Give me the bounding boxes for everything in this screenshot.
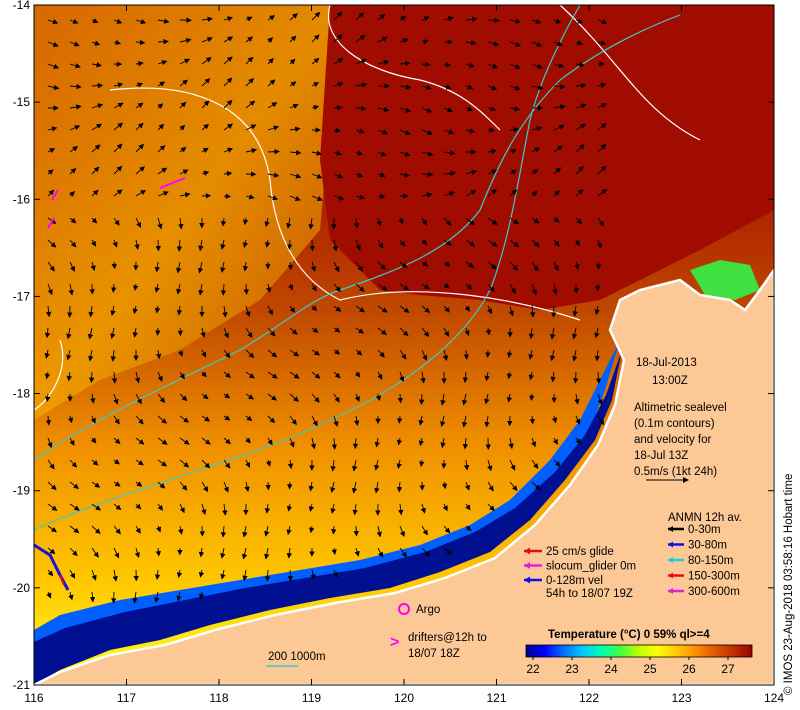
- svg-text:(0.1m contours): (0.1m contours): [634, 418, 715, 430]
- x-tick-label: 122: [579, 691, 599, 705]
- y-tick-label: -20: [13, 581, 31, 595]
- anmn-legend-item: 0-30m: [688, 524, 721, 536]
- x-tick-label: 123: [671, 691, 691, 705]
- time-label: 13:00Z: [652, 375, 688, 387]
- glider-legend-item: 25 cm/s glide: [546, 546, 614, 558]
- x-tick-label: 120: [394, 691, 414, 705]
- glider-legend: 54h to 18/07 19Z 25 cm/s glide slocum_gli…: [524, 546, 636, 600]
- svg-text:18-Jul 13Z: 18-Jul 13Z: [634, 450, 688, 462]
- coastal-green-water: [690, 260, 760, 300]
- svg-text:0.5m/s (1kt 24h): 0.5m/s (1kt 24h): [634, 466, 717, 478]
- y-tick-label: -16: [13, 192, 31, 206]
- y-tick-label: -17: [13, 289, 31, 303]
- depth-scale: 200 1000m: [266, 651, 326, 667]
- y-tick-label: -15: [13, 95, 31, 109]
- drifter-tracks: [47, 177, 186, 229]
- svg-text:18/07 18Z: 18/07 18Z: [408, 648, 460, 660]
- altimetry-note: Altimetric sealevel (0.1m contours) and …: [634, 402, 727, 483]
- cold-coastal-band: [34, 340, 620, 680]
- sealevel-contours: [33, 4, 701, 411]
- anmn-legend-item: 30-80m: [688, 540, 727, 552]
- x-tick-label: 118: [209, 691, 228, 705]
- svg-text:drifters@12h to: drifters@12h to: [408, 632, 487, 644]
- svg-text:Temperature (°C) 0 59% ql>=4: Temperature (°C) 0 59% ql>=4: [548, 629, 710, 641]
- svg-text:and velocity for: and velocity for: [634, 434, 712, 446]
- colorbar-tick: 24: [604, 662, 618, 676]
- colorbar-tick: 25: [643, 662, 657, 676]
- x-tick-label: 121: [486, 691, 506, 705]
- argo-legend: Argo: [398, 603, 440, 616]
- colorbar: Temperature (°C) 0 59% ql>=4 22 23 24 25 26 2…: [525, 629, 753, 676]
- warm-water-region: [320, 5, 774, 310]
- glider-legend-item: slocum_glider 0m: [546, 561, 636, 573]
- svg-text:ANMN 12h av.: ANMN 12h av.: [668, 512, 742, 524]
- land-mass: [33, 266, 776, 687]
- y-tick-label: -18: [13, 387, 31, 401]
- svg-text:>: >: [390, 634, 399, 651]
- anmn-legend-item: 150-300m: [688, 571, 740, 583]
- y-axis: -14 -15 -16 -17 -18 -19 -20 -21: [13, 0, 774, 692]
- y-tick-label: -21: [13, 678, 31, 692]
- anmn-legend-item: 80-150m: [688, 555, 733, 567]
- svg-text:200 1000m: 200 1000m: [268, 651, 326, 663]
- y-tick-label: -19: [13, 484, 31, 498]
- svg-text:Altimetric sealevel: Altimetric sealevel: [634, 402, 727, 414]
- colorbar-tick: 23: [565, 662, 579, 676]
- glider-track: [33, 543, 70, 591]
- drifters-legend: > drifters@12h to 18/07 18Z: [390, 632, 487, 660]
- date-label: 18-Jul-2013: [636, 357, 697, 369]
- velocity-vectors: [44, 11, 608, 604]
- colorbar-tick: 27: [721, 662, 735, 676]
- x-tick-label: 116: [24, 691, 43, 705]
- x-tick-label: 117: [117, 691, 136, 705]
- colorbar-tick: 26: [682, 662, 696, 676]
- svg-text:Argo: Argo: [416, 604, 440, 616]
- credit-label: © IMOS 23-Aug-2018 03:58:16 Hobart time: [783, 474, 795, 695]
- x-tick-label: 124: [764, 691, 784, 705]
- glider-legend-item: 0-128m vel: [546, 575, 603, 587]
- x-axis: 116 117 118 119 120 121 122 123 124: [24, 5, 784, 705]
- svg-text:54h to 18/07 19Z: 54h to 18/07 19Z: [546, 588, 633, 600]
- x-tick-label: 119: [302, 691, 321, 705]
- anmn-legend-item: 300-600m: [688, 586, 740, 598]
- northwest-water: [34, 5, 340, 420]
- anmn-legend: ANMN 12h av. 0-30m 30-80m 80-150m 150-300m 3…: [668, 512, 742, 598]
- colorbar-tick: 22: [526, 662, 540, 676]
- y-tick-label: -14: [13, 0, 31, 12]
